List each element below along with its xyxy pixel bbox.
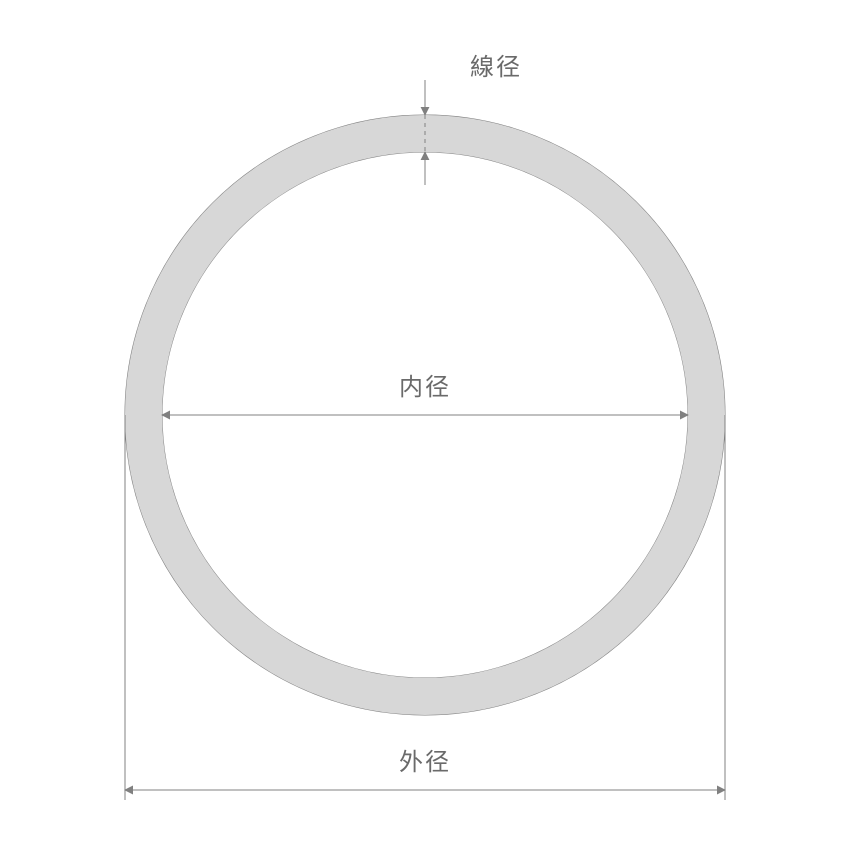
ring-dimension-diagram: 内径 外径 線径 [0, 0, 850, 850]
outer-diameter-label: 外径 [399, 749, 451, 776]
inner-diameter-label: 内径 [399, 374, 451, 401]
wire-diameter-label: 線径 [470, 54, 522, 81]
